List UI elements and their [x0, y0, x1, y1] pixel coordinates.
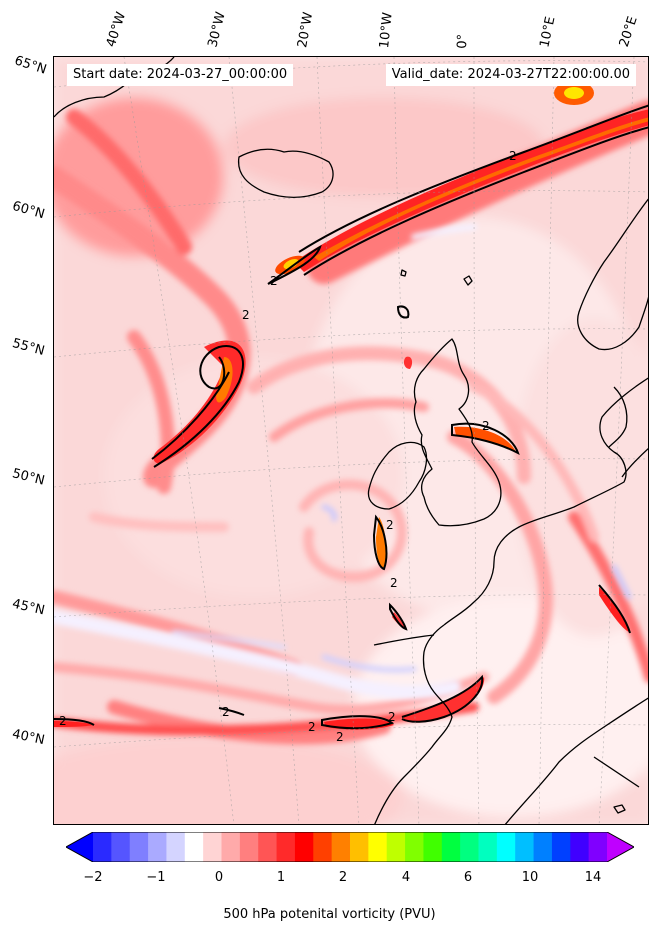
lat-label-50n: 50°N — [10, 466, 47, 489]
colorbar-tick: 1 — [276, 870, 286, 885]
lon-label-10w: 10°W — [377, 11, 396, 50]
colorbar-tick: 0 — [214, 870, 224, 885]
colorbar-tick: −1 — [146, 870, 166, 885]
colorbar-swatch — [441, 832, 461, 862]
contour-label: 2 — [270, 274, 278, 288]
contour-label: 2 — [222, 705, 230, 719]
lon-label-20w: 20°W — [295, 11, 317, 50]
colorbar-tick: 6 — [463, 870, 473, 885]
pv-2-contours — [54, 104, 648, 730]
lat-label-40n: 40°N — [10, 726, 46, 749]
colorbar-swatch — [460, 832, 480, 862]
colorbar-swatch — [496, 832, 516, 862]
pv-map-canvas: 2 2 2 2 2 2 2 2 2 2 2 — [54, 57, 648, 824]
start-date-label: Start date: 2024-03-27_00:00:00 — [67, 64, 294, 86]
lat-label-55n: 55°N — [10, 336, 47, 359]
colorbar-swatch — [258, 832, 278, 862]
colorbar-swatch — [221, 832, 241, 862]
colorbar-swatch — [405, 832, 425, 862]
lon-label-0: 0° — [455, 33, 471, 49]
colorbar-swatch — [313, 832, 333, 862]
colorbar-swatch — [478, 832, 498, 862]
contour-label: 2 — [59, 714, 67, 728]
colorbar — [66, 832, 634, 862]
contour-label: 2 — [242, 308, 250, 322]
colorbar-swatch — [129, 832, 149, 862]
contour-label: 2 — [336, 730, 344, 744]
colorbar-swatch — [93, 832, 112, 862]
colorbar-swatch — [148, 832, 168, 862]
colorbar-swatch — [331, 832, 351, 862]
lon-label-10e: 10°E — [537, 15, 559, 50]
colorbar-tick: 2 — [338, 870, 348, 885]
colorbar-tick: 14 — [584, 870, 602, 885]
contour-label: 2 — [482, 419, 490, 433]
colorbar-swatch — [515, 832, 535, 862]
lon-label-30w: 30°W — [205, 10, 229, 49]
colorbar-swatch — [111, 832, 131, 862]
colorbar-swatch — [551, 832, 571, 862]
colorbar-swatch — [184, 832, 204, 862]
contour-label: 2 — [390, 576, 398, 590]
contour-label: 2 — [308, 720, 316, 734]
lon-label-40w: 40°W — [103, 10, 130, 49]
colorbar-swatch — [276, 832, 296, 862]
coastlines — [54, 57, 648, 824]
lat-label-45n: 45°N — [10, 596, 47, 619]
contour-labels: 2 2 2 2 2 2 2 2 2 2 2 — [59, 149, 517, 744]
colorbar-swatch — [294, 832, 314, 862]
colorbar-swatch — [350, 832, 369, 862]
colorbar-extend-low — [66, 832, 93, 862]
colorbar-extend-high — [607, 832, 634, 862]
graticule — [54, 57, 648, 824]
lon-label-20e: 20°E — [616, 14, 641, 50]
colorbar-swatch — [533, 832, 553, 862]
contour-label: 2 — [386, 518, 394, 532]
pv-cores — [54, 81, 648, 730]
lat-label-65n: 65°N — [12, 53, 49, 78]
colorbar-swatch — [203, 832, 223, 862]
colorbar-swatch — [423, 832, 443, 862]
colorbar-tick: 4 — [401, 870, 411, 885]
colorbar-label: 500 hPa potenital vorticity (PVU) — [223, 907, 436, 922]
colorbar-swatch — [588, 832, 608, 862]
colorbar-swatch — [570, 832, 590, 862]
colorbar-swatch — [386, 832, 406, 862]
low-pv-bands — [54, 224, 632, 700]
colorbar-swatch — [239, 832, 259, 862]
colorbar-swatch — [166, 832, 186, 862]
colorbar-tick: 10 — [521, 870, 539, 885]
pv-map: 2 2 2 2 2 2 2 2 2 2 2 — [53, 56, 649, 825]
contour-label: 2 — [388, 710, 396, 724]
contour-label: 2 — [509, 149, 517, 163]
lat-label-60n: 60°N — [10, 198, 47, 223]
colorbar-tick: −2 — [83, 870, 103, 885]
valid-date-label: Valid_date: 2024-03-27T22:00:00.00 — [385, 64, 636, 86]
colorbar-swatch — [368, 832, 388, 862]
